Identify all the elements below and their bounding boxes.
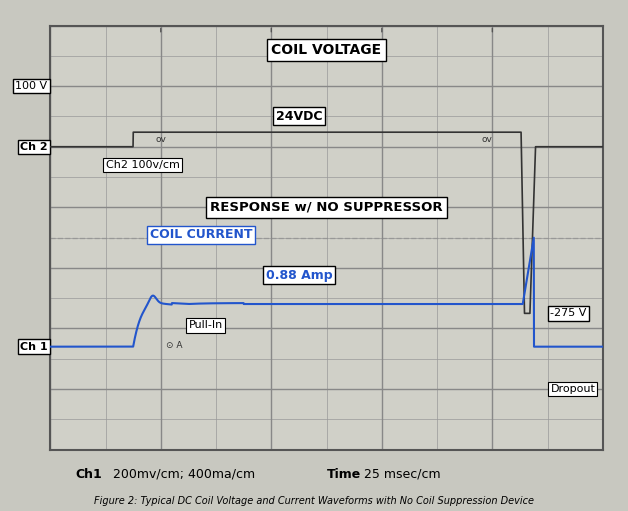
Text: Ch 2: Ch 2 (20, 142, 48, 152)
Text: ov: ov (481, 135, 492, 144)
Text: 25 msec/cm: 25 msec/cm (364, 468, 441, 481)
Text: 100 V: 100 V (15, 81, 48, 91)
Text: COIL VOLTAGE: COIL VOLTAGE (271, 43, 382, 57)
Text: Dropout: Dropout (550, 384, 595, 394)
Text: Pull-In: Pull-In (188, 320, 223, 331)
Text: 200mv/cm; 400ma/cm: 200mv/cm; 400ma/cm (113, 468, 255, 481)
Text: Time: Time (327, 468, 361, 481)
Text: -275 V: -275 V (550, 308, 587, 318)
Text: 0.88 Amp: 0.88 Amp (266, 269, 332, 282)
Text: Ch1: Ch1 (75, 468, 102, 481)
Text: Figure 2: Typical DC Coil Voltage and Current Waveforms with No Coil Suppression: Figure 2: Typical DC Coil Voltage and Cu… (94, 496, 534, 506)
Text: ⊙ A: ⊙ A (166, 341, 183, 350)
Text: ov: ov (155, 135, 166, 144)
Text: COIL CURRENT: COIL CURRENT (149, 228, 252, 241)
Text: RESPONSE w/ NO SUPPRESSOR: RESPONSE w/ NO SUPPRESSOR (210, 201, 443, 214)
Text: Ch 1: Ch 1 (20, 342, 48, 352)
Text: Ch2 100v/cm: Ch2 100v/cm (106, 160, 180, 170)
Text: 24VDC: 24VDC (276, 110, 322, 123)
